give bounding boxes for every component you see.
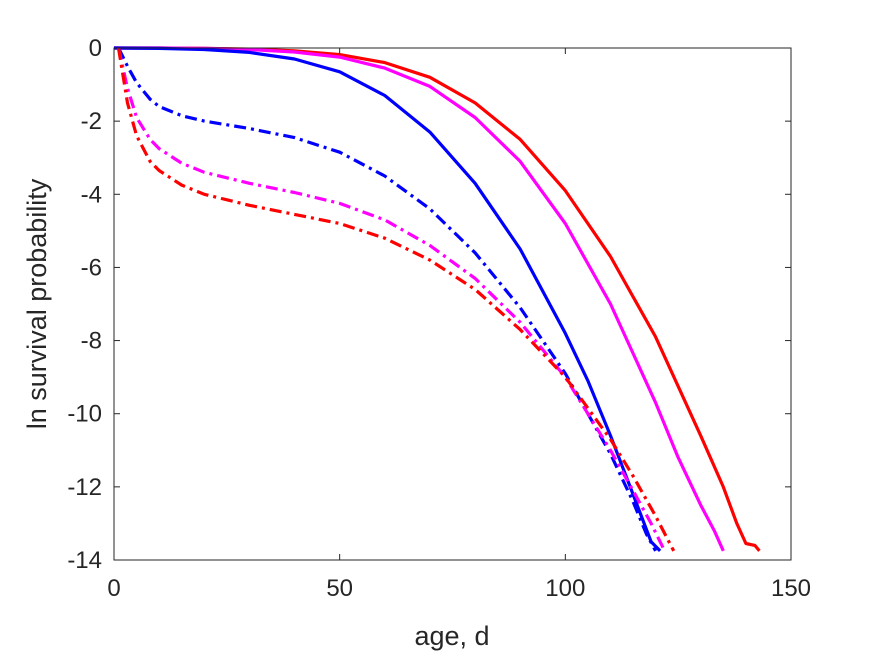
- plot-frame: [113, 47, 792, 561]
- series-line-2: [114, 46, 725, 552]
- y-tick-label: 0: [89, 35, 102, 62]
- y-tick-label: -2: [81, 108, 102, 135]
- y-tick-label: -8: [81, 328, 102, 355]
- ticks-layer: 0 50 100 150 0 -2 -4 -6 -8 -10 -12 -14: [67, 35, 811, 602]
- series-line-4: [117, 47, 658, 552]
- y-tick-label: -14: [67, 547, 102, 574]
- y-tick-label: -6: [81, 254, 102, 281]
- series-line-5: [116, 47, 667, 552]
- y-axis-label: ln survival probability: [22, 178, 52, 429]
- y-tick-label: -4: [81, 181, 102, 208]
- series-line-6: [116, 47, 676, 552]
- x-tick-label: 150: [771, 575, 811, 602]
- x-tick-label: 50: [326, 575, 353, 602]
- series-layer: [113, 46, 761, 553]
- x-tick-label: 0: [107, 575, 120, 602]
- x-axis-label: age, d: [414, 621, 489, 651]
- y-tick-label: -12: [67, 474, 102, 501]
- x-tick-label: 100: [545, 575, 585, 602]
- plot-background: [114, 48, 791, 560]
- series-line-3: [113, 46, 662, 553]
- y-tick-label: -10: [67, 401, 102, 428]
